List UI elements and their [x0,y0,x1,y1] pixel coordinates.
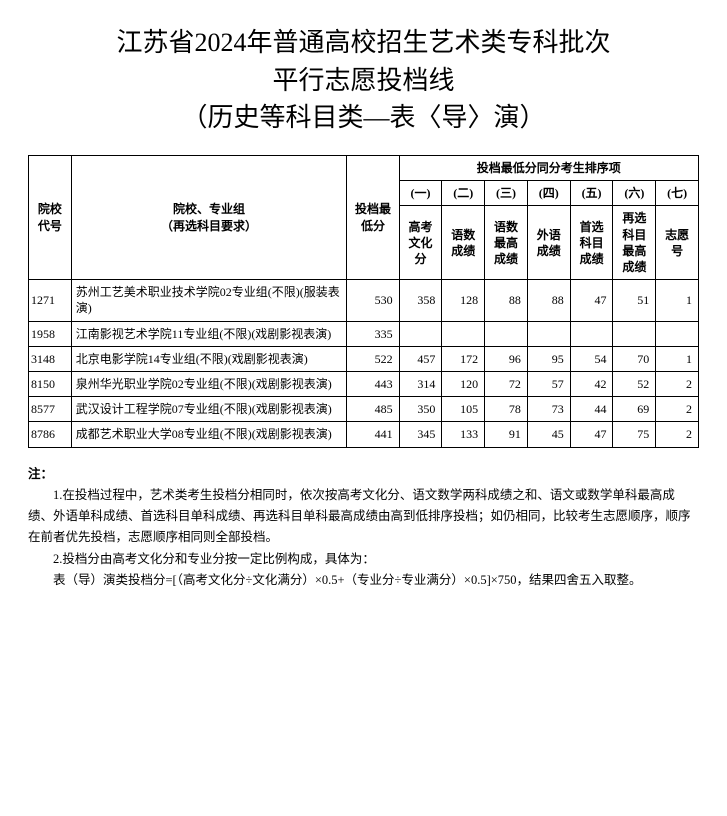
hdr-subnum-6: (六) [613,181,656,206]
cell-c5: 42 [570,371,613,396]
cell-c7 [656,321,699,346]
title-line-3: （历史等科目类—表〈导〉演） [181,103,545,132]
table-row: 3148北京电影学院14专业组(不限)(戏剧影视表演)5224571729695… [29,346,699,371]
table-row: 1958江南影视艺术学院11专业组(不限)(戏剧影视表演)335 [29,321,699,346]
cell-c5: 47 [570,280,613,321]
score-table: 院校代号 院校、专业组 （再选科目要求） 投档最低分 投档最低分同分考生排序项 … [28,155,699,447]
hdr-sublabel-6: 再选科目最高成绩 [613,206,656,280]
table-row: 8577武汉设计工程学院07专业组(不限)(戏剧影视表演)48535010578… [29,397,699,422]
hdr-sublabel-2: 语数成绩 [442,206,485,280]
hdr-subnum-3: (三) [485,181,528,206]
cell-min: 441 [347,422,399,447]
cell-c4: 57 [527,371,570,396]
hdr-sublabel-7: 志愿号 [656,206,699,280]
cell-code: 8577 [29,397,72,422]
cell-min: 443 [347,371,399,396]
cell-c4: 88 [527,280,570,321]
cell-c6: 52 [613,371,656,396]
cell-code: 3148 [29,346,72,371]
cell-c1: 358 [399,280,442,321]
cell-c1: 314 [399,371,442,396]
hdr-code: 院校代号 [29,156,72,280]
cell-c6: 75 [613,422,656,447]
cell-c2: 105 [442,397,485,422]
cell-name: 江南影视艺术学院11专业组(不限)(戏剧影视表演) [71,321,347,346]
cell-c3: 72 [485,371,528,396]
cell-c7: 2 [656,371,699,396]
cell-name: 成都艺术职业大学08专业组(不限)(戏剧影视表演) [71,422,347,447]
notes-p1: 1.在投档过程中，艺术类考生投档分相同时，依次按高考文化分、语文数学两科成绩之和… [28,485,699,549]
cell-c2 [442,321,485,346]
cell-c6 [613,321,656,346]
cell-min: 335 [347,321,399,346]
cell-c7: 1 [656,280,699,321]
cell-c3: 96 [485,346,528,371]
cell-c1: 350 [399,397,442,422]
hdr-sublabel-3: 语数最高成绩 [485,206,528,280]
cell-c6: 51 [613,280,656,321]
hdr-subnum-1: (一) [399,181,442,206]
cell-name: 武汉设计工程学院07专业组(不限)(戏剧影视表演) [71,397,347,422]
hdr-min: 投档最低分 [347,156,399,280]
cell-min: 522 [347,346,399,371]
cell-code: 8150 [29,371,72,396]
notes-section: 注： 1.在投档过程中，艺术类考生投档分相同时，依次按高考文化分、语文数学两科成… [28,464,699,592]
cell-name: 苏州工艺美术职业技术学院02专业组(不限)(服装表演) [71,280,347,321]
cell-code: 1958 [29,321,72,346]
hdr-subnum-2: (二) [442,181,485,206]
cell-c2: 128 [442,280,485,321]
cell-c3: 91 [485,422,528,447]
table-row: 8150泉州华光职业学院02专业组(不限)(戏剧影视表演)44331412072… [29,371,699,396]
cell-c2: 120 [442,371,485,396]
cell-c1 [399,321,442,346]
cell-c3: 78 [485,397,528,422]
cell-code: 8786 [29,422,72,447]
cell-c7: 2 [656,422,699,447]
cell-c3 [485,321,528,346]
cell-c5: 44 [570,397,613,422]
cell-c4: 45 [527,422,570,447]
hdr-name-l2: （再选科目要求） [161,219,257,233]
cell-c3: 88 [485,280,528,321]
hdr-sublabel-5: 首选科目成绩 [570,206,613,280]
notes-p2: 2.投档分由高考文化分和专业分按一定比例构成，具体为： [28,549,699,570]
title-line-1: 江苏省2024年普通高校招生艺术类专科批次 [116,28,610,57]
cell-c6: 70 [613,346,656,371]
cell-c1: 345 [399,422,442,447]
cell-c1: 457 [399,346,442,371]
page-title: 江苏省2024年普通高校招生艺术类专科批次 平行志愿投档线 （历史等科目类—表〈… [28,24,699,137]
table-body: 1271苏州工艺美术职业技术学院02专业组(不限)(服装表演)530358128… [29,280,699,447]
notes-lead: 注： [28,464,699,485]
title-line-2: 平行志愿投档线 [272,66,454,95]
cell-c6: 69 [613,397,656,422]
cell-c5 [570,321,613,346]
hdr-subnum-7: (七) [656,181,699,206]
notes-p3: 表（导）演类投档分=[（高考文化分÷文化满分）×0.5+（专业分÷专业满分）×0… [28,570,699,591]
hdr-name-l1: 院校、专业组 [173,202,245,216]
cell-c5: 47 [570,422,613,447]
cell-name: 北京电影学院14专业组(不限)(戏剧影视表演) [71,346,347,371]
hdr-subnum-4: (四) [527,181,570,206]
cell-code: 1271 [29,280,72,321]
hdr-tiebreak-group: 投档最低分同分考生排序项 [399,156,698,181]
hdr-name: 院校、专业组 （再选科目要求） [71,156,347,280]
cell-c5: 54 [570,346,613,371]
hdr-subnum-5: (五) [570,181,613,206]
cell-c2: 172 [442,346,485,371]
table-header: 院校代号 院校、专业组 （再选科目要求） 投档最低分 投档最低分同分考生排序项 … [29,156,699,280]
cell-min: 485 [347,397,399,422]
cell-min: 530 [347,280,399,321]
table-row: 8786成都艺术职业大学08专业组(不限)(戏剧影视表演)44134513391… [29,422,699,447]
cell-c4 [527,321,570,346]
hdr-sublabel-1: 高考文化分 [399,206,442,280]
hdr-sublabel-4: 外语成绩 [527,206,570,280]
cell-c4: 73 [527,397,570,422]
cell-c7: 2 [656,397,699,422]
cell-c2: 133 [442,422,485,447]
cell-c7: 1 [656,346,699,371]
table-row: 1271苏州工艺美术职业技术学院02专业组(不限)(服装表演)530358128… [29,280,699,321]
cell-c4: 95 [527,346,570,371]
cell-name: 泉州华光职业学院02专业组(不限)(戏剧影视表演) [71,371,347,396]
